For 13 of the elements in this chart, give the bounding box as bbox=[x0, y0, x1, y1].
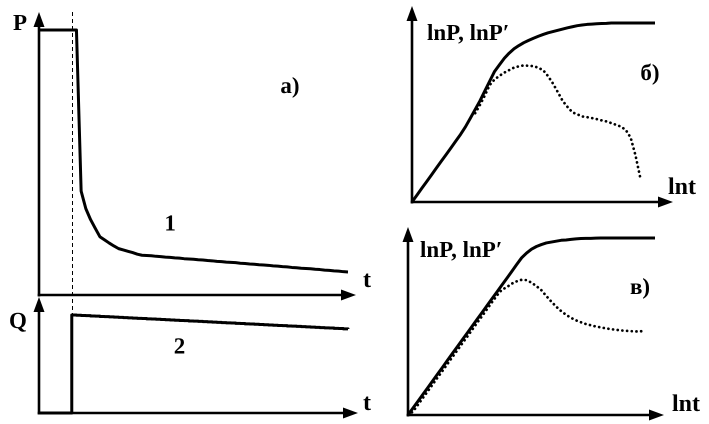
x-axis-title: lnt bbox=[672, 391, 700, 417]
y-axis-title: Q bbox=[9, 308, 27, 333]
y-axis-title: lnP, lnP′ bbox=[420, 237, 502, 262]
text: б) bbox=[640, 60, 660, 85]
x-axis-title: lnt bbox=[668, 174, 696, 200]
text: a) bbox=[280, 73, 300, 98]
series-label: 1 bbox=[164, 210, 176, 236]
x-axis-title: t bbox=[363, 267, 371, 293]
x-axis-title: t bbox=[363, 390, 371, 416]
series-label: 2 bbox=[174, 333, 186, 358]
y-axis-title: P bbox=[12, 10, 28, 35]
y-axis-title: lnP, lnP′ bbox=[427, 20, 510, 45]
text: в) bbox=[630, 274, 650, 299]
